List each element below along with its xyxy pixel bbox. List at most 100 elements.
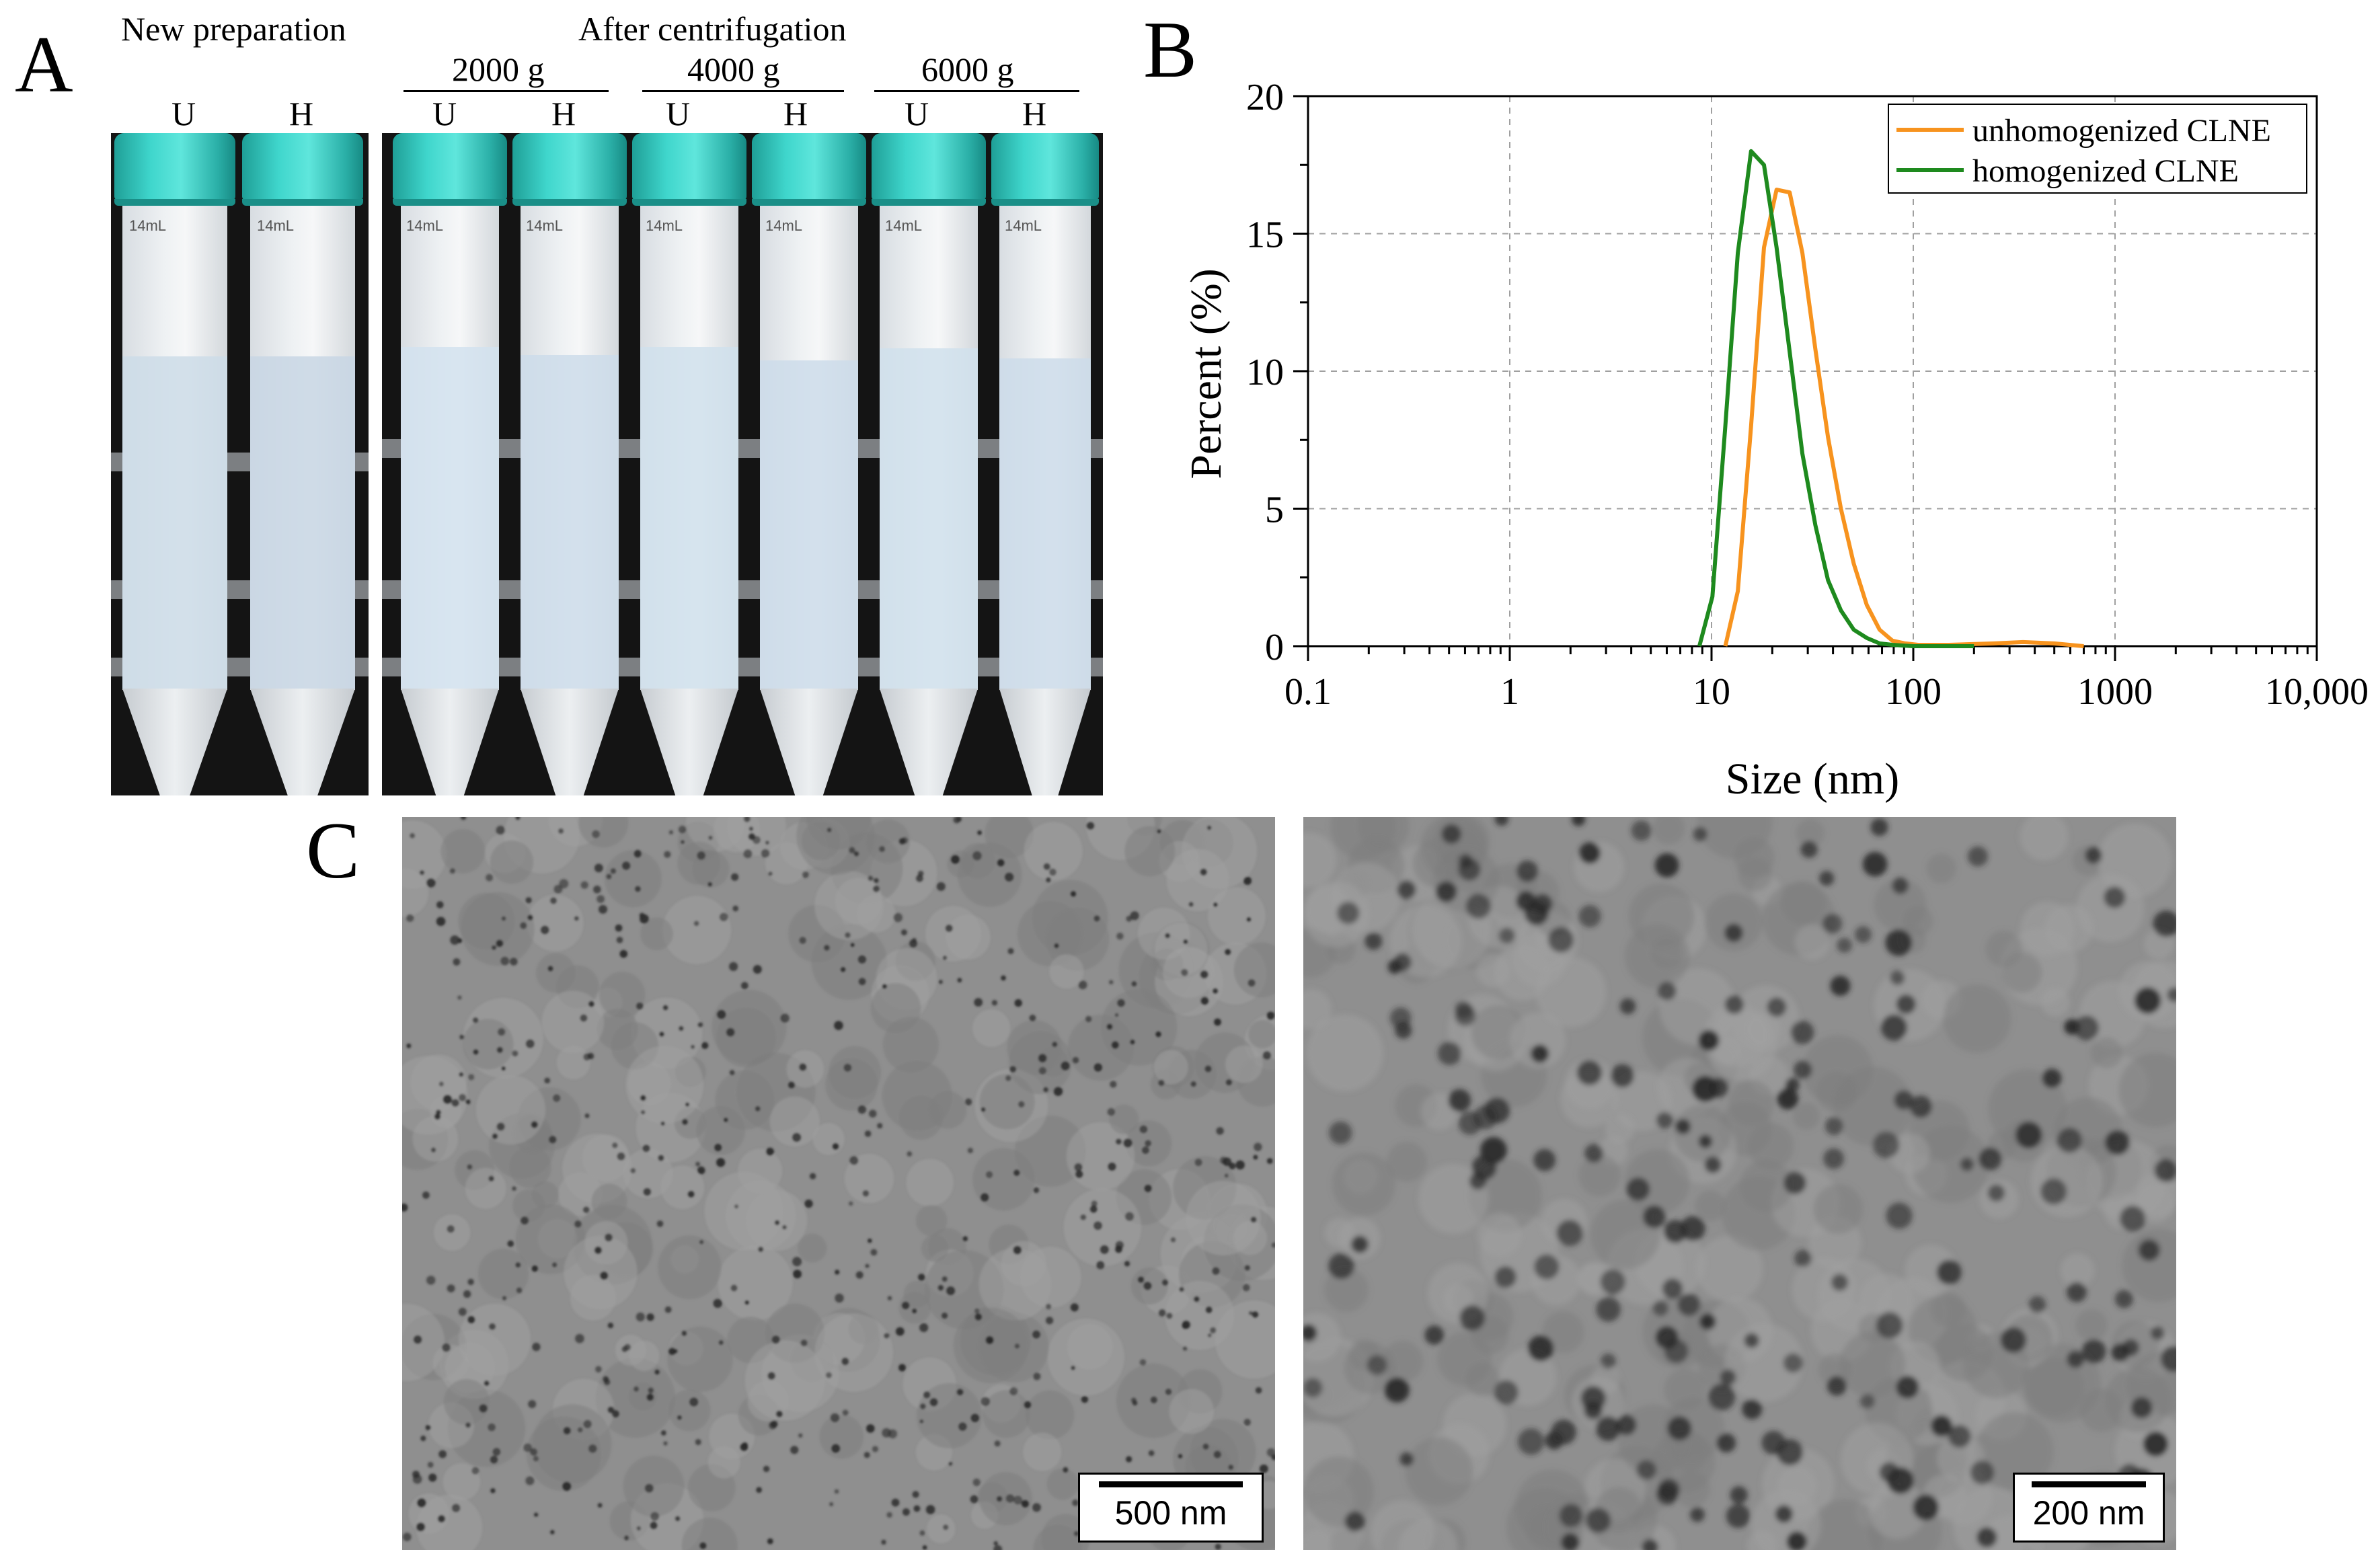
nanoparticle [780, 1013, 790, 1023]
tube-label-2: H [289, 95, 314, 132]
nanoparticle [1043, 863, 1050, 871]
nanoparticle [437, 1515, 446, 1523]
nanoparticle [752, 836, 761, 845]
background-mottle [1332, 1152, 1396, 1216]
nanoparticle [1052, 1042, 1058, 1048]
nanoparticle [1303, 1324, 1317, 1342]
nanoparticle [1494, 1380, 1519, 1405]
nanoparticle [2085, 847, 2102, 864]
nanoparticle [636, 1526, 642, 1531]
nanoparticle [1072, 1499, 1079, 1506]
nanoparticle [799, 937, 806, 944]
legend-box [1888, 104, 2307, 194]
nanoparticle [864, 1130, 872, 1137]
nanoparticle [1724, 994, 1744, 1015]
nanoparticle [922, 1545, 927, 1550]
nanoparticle [1561, 1532, 1580, 1550]
background-mottle [556, 1046, 590, 1080]
x-tick-label: 0.1 [1284, 671, 1332, 713]
nanoparticle [1790, 1021, 1814, 1044]
tube-liquid [250, 356, 355, 689]
nanoparticle [417, 1498, 426, 1508]
nanoparticle [1572, 817, 1586, 826]
nanoparticle [1690, 1507, 1705, 1522]
nanoparticle [458, 1307, 467, 1316]
background-mottle [1813, 1184, 1864, 1234]
background-mottle [1535, 957, 1607, 1027]
nanoparticle [1794, 1060, 1812, 1079]
nanoparticle [1244, 1265, 1251, 1271]
background-mottle [1323, 1268, 1369, 1313]
nanoparticle [488, 1423, 496, 1432]
nanoparticle [1642, 1538, 1658, 1550]
nanoparticle [775, 1410, 783, 1417]
background-mottle [814, 871, 884, 940]
background-mottle [1696, 1235, 1763, 1302]
nanoparticle [734, 1204, 739, 1209]
nanoparticle [919, 1403, 926, 1409]
nanoparticle [1658, 982, 1677, 1001]
background-mottle [1248, 1019, 1275, 1049]
nanoparticle [841, 1357, 849, 1366]
nanoparticle [697, 1022, 703, 1028]
nanoparticle [829, 1502, 834, 1506]
nanoparticle [2042, 1068, 2062, 1088]
background-mottle [1695, 1190, 1726, 1222]
nanoparticle [714, 1143, 722, 1152]
nanoparticle [911, 1308, 917, 1314]
background-mottle [819, 1414, 864, 1459]
nanoparticle [835, 1270, 840, 1275]
tube-cone [401, 689, 499, 795]
nanoparticle [1247, 979, 1256, 987]
background-mottle [1652, 817, 1685, 845]
nanoparticle [830, 1413, 840, 1423]
scalebar-label: 500 nm [1114, 1494, 1227, 1532]
background-mottle [1796, 818, 1825, 848]
nanoparticle [616, 937, 623, 943]
nanoparticle [468, 1074, 475, 1081]
background-mottle [599, 972, 646, 1018]
background-mottle [629, 1340, 660, 1371]
nanoparticle [2114, 1290, 2133, 1309]
nanoparticle [427, 1462, 434, 1468]
nanoparticle [1074, 1163, 1083, 1172]
nanoparticle [1532, 894, 1553, 914]
nanoparticle [1578, 904, 1601, 928]
nanoparticle [958, 1422, 967, 1432]
nanoparticle [615, 924, 623, 932]
nanoparticle [1329, 1121, 1352, 1144]
nanoparticle [559, 879, 569, 889]
nanoparticle [1596, 1297, 1621, 1322]
nanoparticle [842, 1409, 849, 1416]
background-mottle [1802, 1035, 1873, 1106]
nanoparticle [849, 1201, 853, 1206]
nanoparticle [1819, 871, 1835, 886]
nanoparticle [1458, 858, 1481, 881]
nanoparticle [512, 1050, 519, 1057]
nanoparticle [599, 904, 607, 914]
nanoparticle [1096, 1261, 1105, 1270]
nanoparticle [1070, 890, 1077, 897]
nanoparticle [925, 1505, 935, 1514]
nanoparticle [1879, 1462, 1900, 1483]
nanoparticle [1007, 948, 1014, 954]
nanoparticle [488, 1175, 494, 1182]
tube-cone [999, 689, 1091, 795]
volume-mark: 14mL [646, 217, 683, 234]
nanoparticle [1223, 1157, 1231, 1167]
nanoparticle [845, 932, 851, 939]
nanoparticle [1336, 901, 1360, 925]
nanoparticle [1693, 826, 1707, 842]
nanoparticle [2067, 1282, 2087, 1302]
nanoparticle [1967, 846, 1988, 867]
background-mottle [1930, 1291, 1966, 1327]
nanoparticle [507, 1240, 514, 1247]
nanoparticle [451, 1099, 459, 1107]
tube-label-5: U [666, 95, 691, 132]
nanoparticle [497, 1027, 506, 1036]
nanoparticle [611, 1409, 620, 1418]
nanoparticle [544, 1077, 550, 1084]
nanoparticle [1046, 877, 1051, 883]
nanoparticle [640, 1109, 646, 1115]
background-mottle [1163, 946, 1215, 999]
